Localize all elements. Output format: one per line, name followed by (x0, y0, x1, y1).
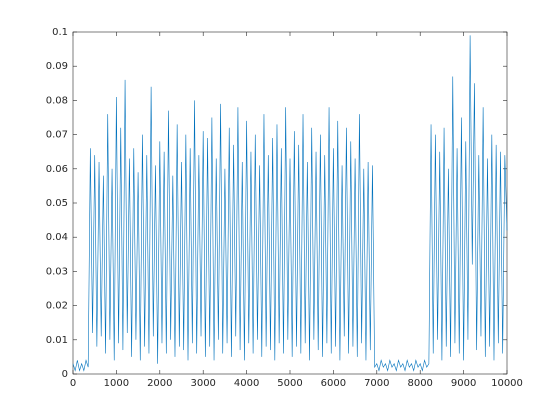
x-tick-label: 4000 (234, 378, 259, 389)
x-tick-label: 6000 (321, 378, 346, 389)
y-tick-label: 0.1 (52, 27, 68, 38)
x-tick-label: 1000 (104, 378, 129, 389)
y-tick-label: 0.03 (46, 266, 68, 277)
data-line (72, 35, 508, 372)
x-tick-label: 2000 (147, 378, 172, 389)
y-tick-label: 0.07 (46, 130, 68, 141)
y-tick-label: 0.08 (46, 95, 68, 106)
x-tick-label: 8000 (407, 378, 432, 389)
y-tick-label: 0.04 (46, 232, 68, 243)
x-tick-label: 0 (70, 378, 76, 389)
y-tick-label: 0.06 (46, 164, 68, 175)
y-tick-label: 0.01 (46, 335, 68, 346)
y-tick-label: 0.05 (46, 198, 68, 209)
y-tick-label: 0 (62, 369, 68, 380)
y-tick-label: 0.09 (46, 61, 68, 72)
x-tick-label: 10000 (491, 378, 523, 389)
x-tick-label: 7000 (364, 378, 389, 389)
x-tick-label: 5000 (277, 378, 302, 389)
x-tick-label: 9000 (451, 378, 476, 389)
axes-box (72, 31, 508, 375)
y-tick-label: 0.02 (46, 301, 68, 312)
x-tick-label: 3000 (190, 378, 215, 389)
